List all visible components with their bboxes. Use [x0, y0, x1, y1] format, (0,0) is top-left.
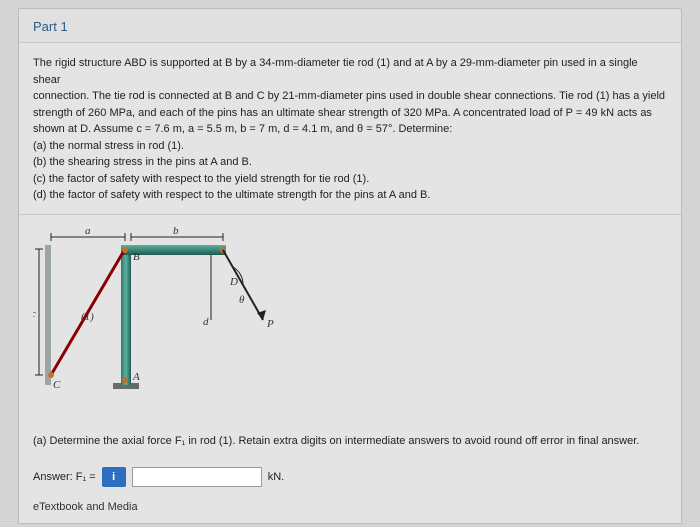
- label-theta: θ: [239, 294, 245, 306]
- problem-line: strength of 260 MPa, and each of the pin…: [33, 105, 667, 122]
- label-B: B: [133, 251, 140, 263]
- label-D: D: [229, 276, 238, 288]
- problem-line: shown at D. Assume c = 7.6 m, a = 5.5 m,…: [33, 121, 667, 138]
- part-title: Part 1: [19, 9, 681, 43]
- answer-input[interactable]: [132, 467, 262, 487]
- label-P: P: [266, 318, 274, 330]
- info-icon[interactable]: i: [102, 467, 126, 487]
- label-d: d: [203, 316, 209, 328]
- problem-part-a: (a) the normal stress in rod (1).: [33, 138, 667, 155]
- label-one: (1): [81, 311, 94, 323]
- problem-line: The rigid structure ABD is supported at …: [33, 55, 667, 88]
- answer-label: Answer: F₁ =: [33, 471, 96, 483]
- problem-statement: The rigid structure ABD is supported at …: [19, 43, 681, 215]
- label-a: a: [85, 225, 91, 237]
- label-b: b: [173, 225, 179, 237]
- label-C: C: [53, 379, 61, 391]
- answer-unit: kN.: [268, 471, 285, 483]
- label-A: A: [132, 371, 140, 383]
- problem-part-c: (c) the factor of safety with respect to…: [33, 171, 667, 188]
- structure-diagram: a b c d B A C D P θ (: [33, 225, 293, 410]
- etextbook-link[interactable]: eTextbook and Media: [19, 491, 681, 523]
- problem-line: connection. The tie rod is connected at …: [33, 88, 667, 105]
- label-c: c: [33, 308, 36, 320]
- problem-part-b: (b) the shearing stress in the pins at A…: [33, 154, 667, 171]
- subquestion-a: (a) Determine the axial force F₁ in rod …: [19, 423, 681, 460]
- answer-row: Answer: F₁ = i kN.: [19, 459, 681, 491]
- problem-part-d: (d) the factor of safety with respect to…: [33, 187, 667, 204]
